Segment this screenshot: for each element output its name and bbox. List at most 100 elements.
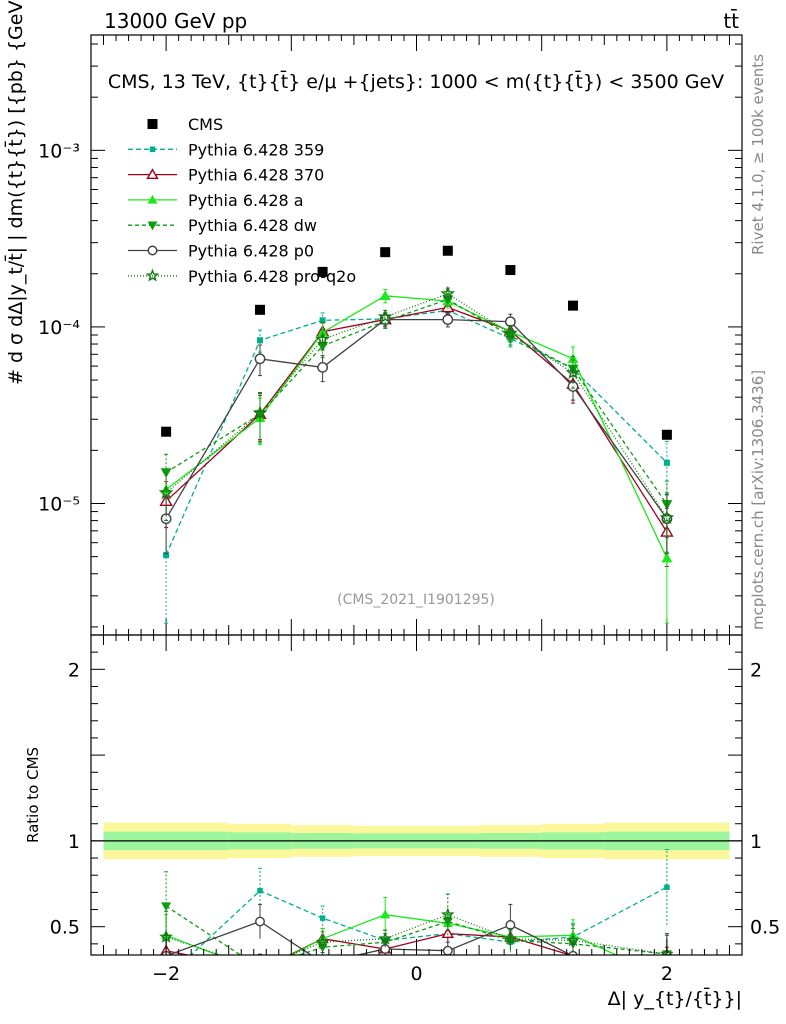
- ratio-x-tick-labels: −2 0 2: [152, 963, 673, 985]
- ratio-series-line: [165, 914, 618, 955]
- legend-label: Pythia 6.428 dw: [188, 216, 317, 235]
- series-point: [567, 364, 579, 375]
- ratio-point: [660, 946, 674, 955]
- series-line: [165, 306, 668, 533]
- main-series-3: [160, 292, 673, 539]
- series-point: [158, 485, 174, 500]
- ratio-point: [161, 902, 172, 912]
- legend-label: Pythia 6.428 a: [188, 191, 304, 210]
- ratio-y-tick-label-right: 1: [750, 831, 762, 853]
- legend-label: Pythia 6.428 359: [188, 140, 324, 159]
- ratio-frame: [90, 634, 743, 956]
- legend-marker: [145, 268, 160, 282]
- legend-cms-label: CMS: [188, 115, 223, 134]
- series-point: [440, 286, 456, 301]
- main-series-group: [158, 286, 675, 624]
- cms-point: [255, 304, 266, 315]
- ratio-y-tick-label: 2: [68, 659, 80, 681]
- ratio-y-axis-label: Ratio to CMS: [24, 747, 42, 843]
- ratio-point: [257, 887, 263, 894]
- ratio-axis-ticks: [91, 634, 742, 955]
- legend-marker: [147, 245, 158, 256]
- analysis-watermark: (CMS_2021_I1901295): [337, 592, 495, 608]
- ratio-point: [319, 915, 326, 921]
- cms-point: [317, 266, 328, 277]
- legend-marker: [149, 146, 156, 153]
- series-line: [165, 309, 668, 556]
- ratio-point: [566, 933, 580, 947]
- ratio-point: [440, 907, 455, 921]
- ratio-point: [255, 964, 265, 973]
- legend: CMS Pythia 6.428 359 Pythia 6.428 370 Pythi…: [128, 115, 356, 286]
- ratio-point: [442, 945, 453, 955]
- series-point: [377, 309, 393, 324]
- series-line: [165, 298, 668, 505]
- ratio-series-line: [165, 905, 667, 955]
- mcplots-reference-label: mcplots.cern.ch [arXiv:1306.3436]: [749, 370, 767, 630]
- x-axis-label: Δ| y_{t}/{t̄}}|: [608, 986, 742, 1010]
- main-y-tick-label: 10⁻⁵: [38, 493, 80, 515]
- ratio-y-tick-label-right: 0.5: [750, 917, 780, 939]
- ratio-point: [568, 950, 578, 955]
- main-y-axis-label: # d σ dΔ|y_t/t̄| | dm({t}{t̄}) [{pb} {Ge…: [3, 0, 27, 385]
- series-point: [319, 317, 326, 324]
- series-point: [256, 337, 264, 344]
- cms-data-points: [161, 245, 672, 440]
- main-series-5: [158, 286, 675, 553]
- header-right-label: tt̄: [723, 8, 739, 33]
- legend-cms-marker: [147, 119, 158, 129]
- ratio-x-tick-label: 2: [661, 963, 673, 985]
- ratio-series-line: [190, 886, 668, 955]
- series-point: [317, 362, 328, 373]
- header-left-label: 13000 GeV pp: [104, 9, 247, 33]
- ratio-series-group: [159, 848, 674, 975]
- series-point: [663, 459, 670, 466]
- ratio-x-tick-label: −2: [152, 963, 180, 985]
- ratio-point: [255, 963, 265, 973]
- main-y-tick-labels: 10⁻³ 10⁻⁴ 10⁻⁵: [38, 140, 80, 515]
- series-line: [165, 318, 668, 520]
- legend-label: Pythia 6.428 370: [188, 166, 324, 185]
- ratio-y-tick-labels: 0.5 0.5 1 1 2 2: [50, 659, 780, 938]
- series-point: [379, 290, 391, 300]
- series-point: [659, 510, 675, 525]
- ratio-point: [441, 927, 455, 939]
- ratio-point: [505, 920, 516, 930]
- series-point: [442, 314, 454, 325]
- series-point: [252, 405, 268, 420]
- legend-marker: [146, 168, 159, 180]
- cms-point: [661, 429, 672, 440]
- cms-point: [442, 245, 453, 256]
- ratio-point: [380, 909, 391, 919]
- main-series-0: [163, 303, 670, 624]
- main-series-4: [160, 312, 673, 555]
- ratio-point: [380, 944, 391, 954]
- series-point: [160, 468, 172, 478]
- main-panel: 10⁻³ 10⁻⁴ 10⁻⁵ CMS, 13 TeV, {t}{t̄} e/μ +{…: [3, 0, 743, 636]
- ratio-y-tick-label-right: 2: [750, 659, 762, 681]
- legend-label: Pythia 6.428 pro-q2o: [188, 267, 356, 286]
- cms-point: [380, 247, 391, 258]
- ratio-point: [378, 931, 393, 945]
- ratio-point: [664, 884, 670, 890]
- ratio-point: [255, 965, 265, 974]
- series-point: [661, 552, 673, 563]
- cms-point: [161, 426, 172, 437]
- series-point: [254, 353, 266, 365]
- main-series-2: [160, 288, 673, 624]
- series-point: [503, 325, 518, 340]
- series-line: [165, 293, 668, 519]
- legend-marker: [147, 221, 158, 231]
- plot-title: CMS, 13 TeV, {t}{t̄} e/μ +{jets}: 1000 <…: [108, 69, 724, 93]
- ratio-point: [255, 916, 265, 927]
- main-series-1: [159, 300, 674, 567]
- ratio-point: [503, 931, 518, 945]
- legend-marker: [147, 194, 158, 204]
- ratio-panel: 0.5 0.5 1 1 2 2 −2 0 2 Ratio to CMS Δ| y_{t}/{t…: [24, 634, 780, 1010]
- ratio-x-tick-label: 0: [410, 963, 422, 985]
- ratio-point: [318, 958, 327, 967]
- ratio-point: [315, 934, 330, 948]
- rivet-version-label: Rivet 4.1.0, ≥ 100k events: [749, 54, 767, 255]
- ratio-point: [255, 966, 265, 975]
